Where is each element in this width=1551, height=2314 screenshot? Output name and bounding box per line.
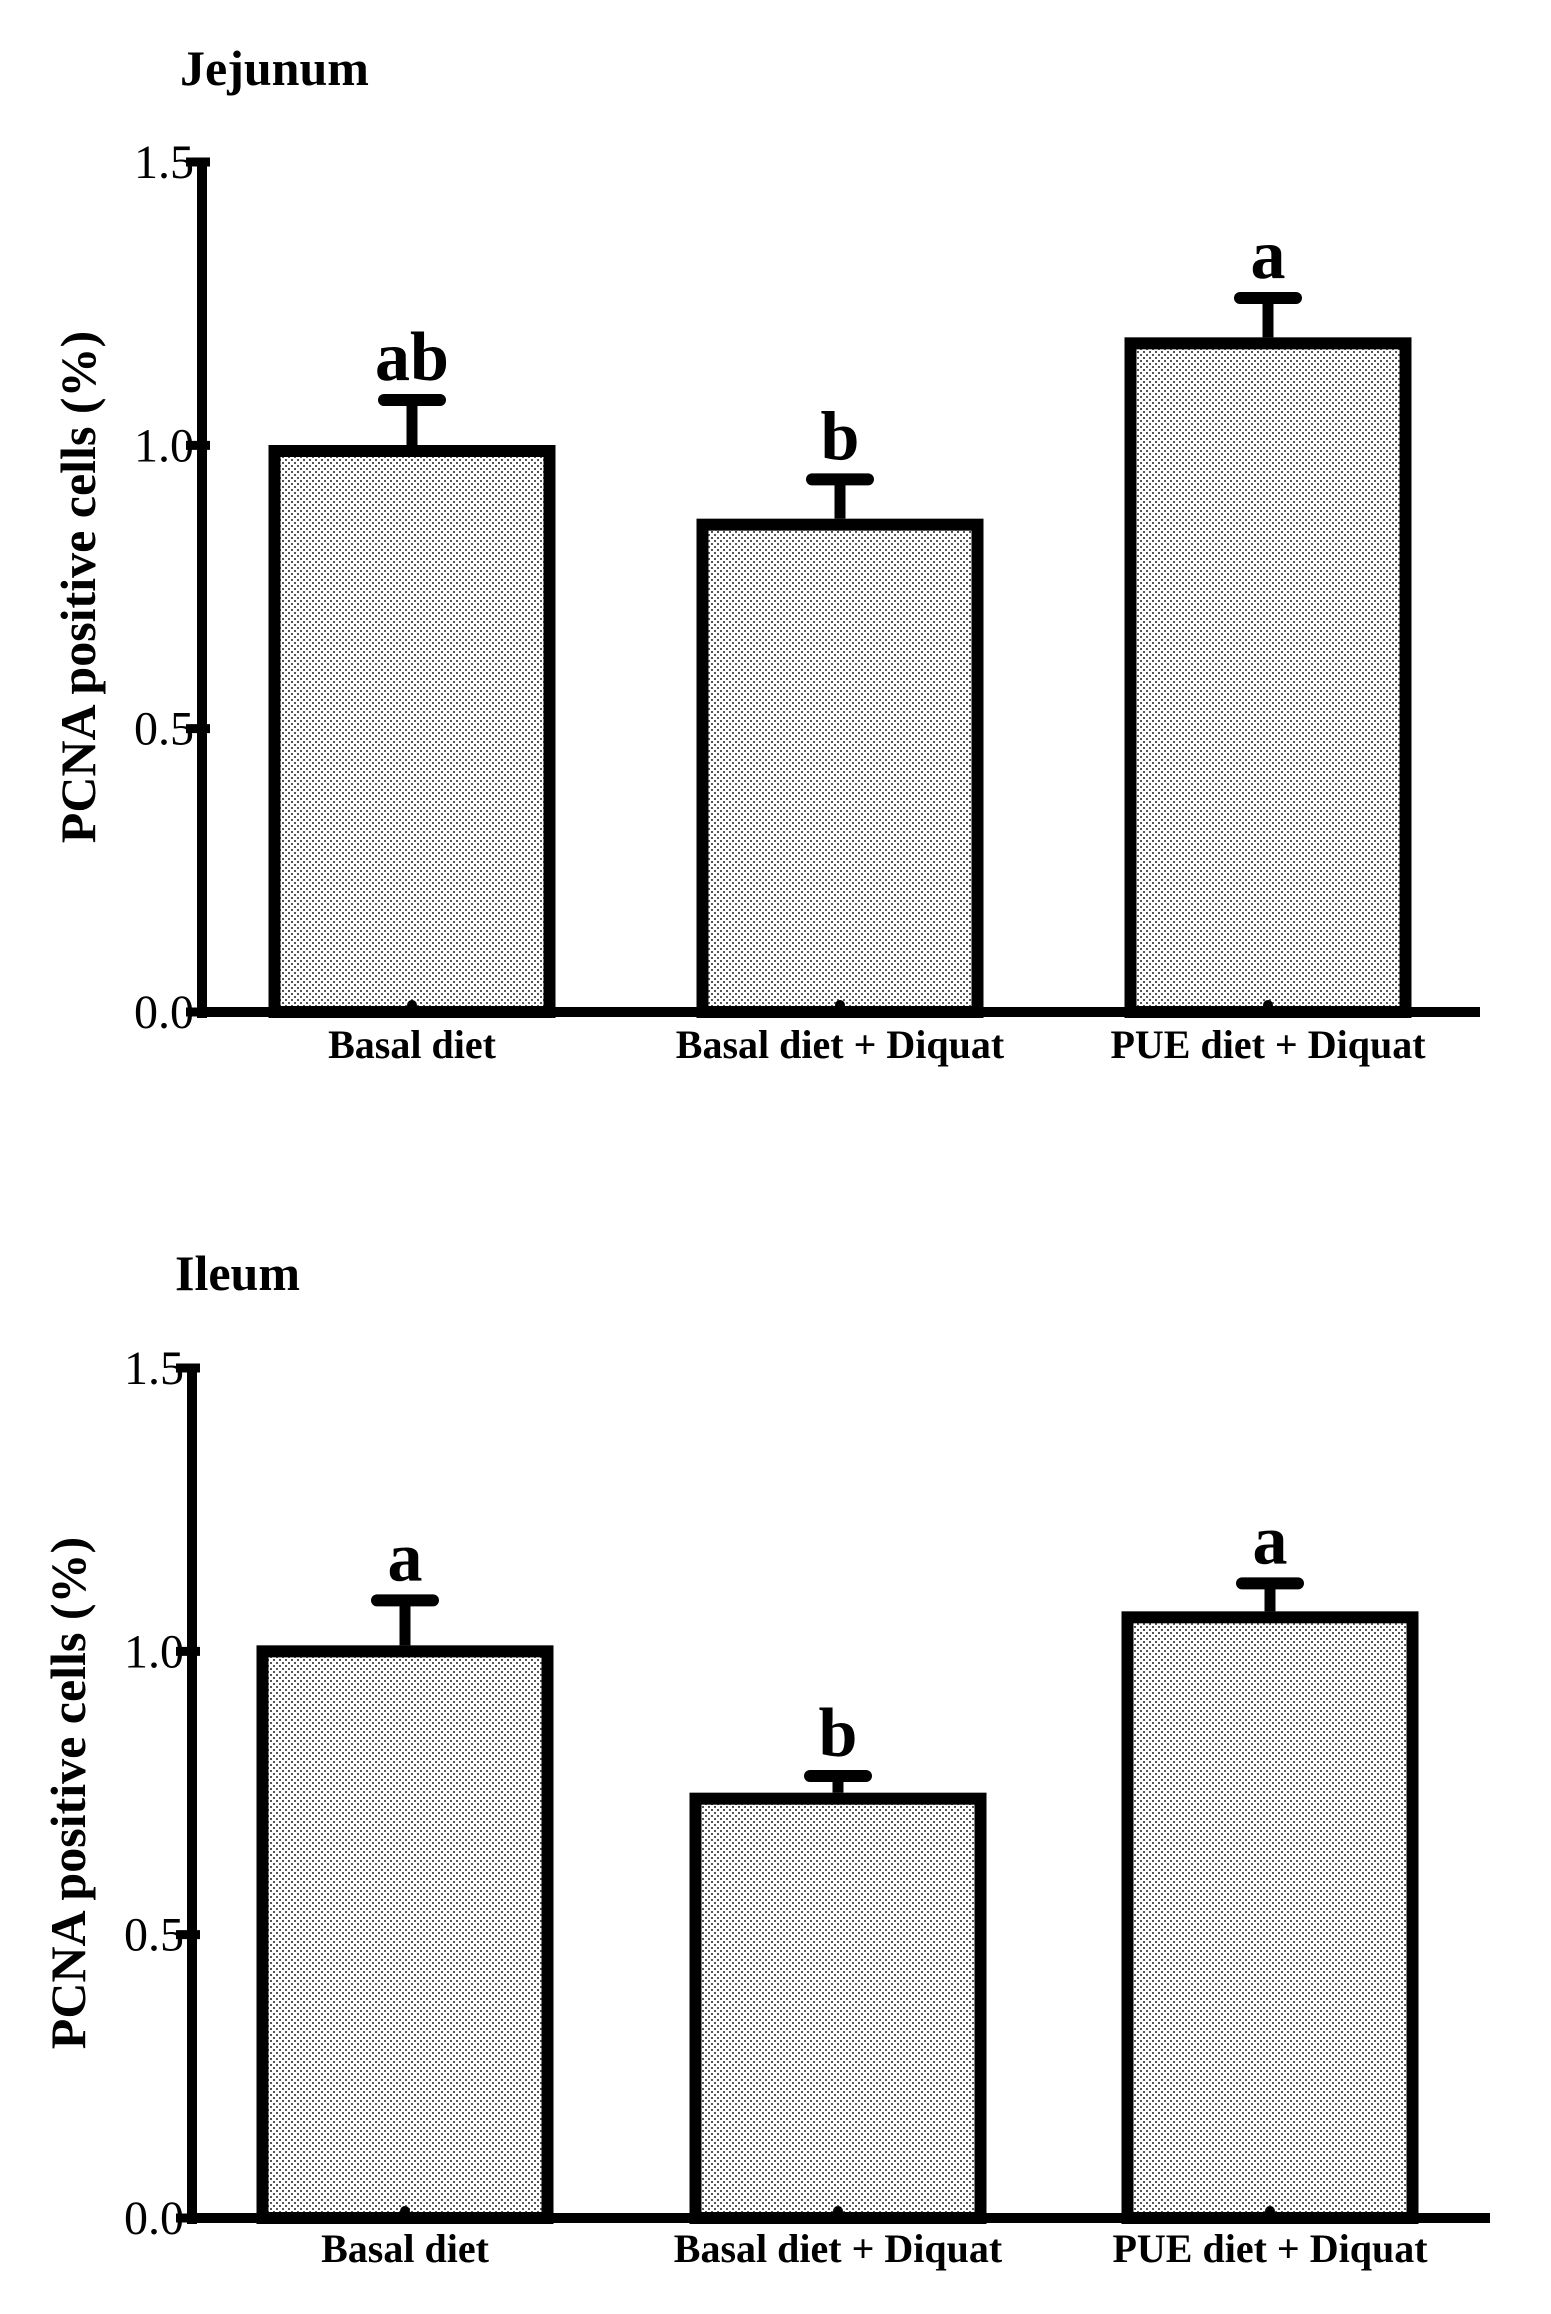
- bar: [256, 1645, 554, 2225]
- chart-panel-2: Ileum PCNA positive cells (%) a Basal diet b…: [40, 1245, 1490, 2271]
- bar: [1124, 337, 1412, 1019]
- y-tick-label: 1.5: [134, 136, 194, 189]
- significance-letter: ab: [375, 319, 449, 396]
- y-axis-label: PCNA positive cells (%): [50, 331, 106, 843]
- category-label: Basal diet: [321, 2226, 489, 2271]
- significance-letter: a: [388, 1519, 423, 1596]
- bar: [689, 1792, 987, 2224]
- category-label: Basal diet + Diquat: [674, 2226, 1003, 2271]
- bar: [268, 445, 556, 1018]
- bar: [696, 518, 984, 1019]
- chart-title: Ileum: [175, 1245, 300, 1301]
- category-label: PUE diet + Diquat: [1110, 1022, 1426, 1067]
- significance-letter: a: [1251, 217, 1286, 294]
- y-tick-label: 0.5: [124, 1909, 184, 1962]
- category-label: PUE diet + Diquat: [1112, 2226, 1428, 2271]
- y-tick-label: 0.5: [134, 703, 194, 756]
- significance-letter: a: [1253, 1502, 1288, 1579]
- bar: [1121, 1611, 1419, 2225]
- category-label: Basal diet: [328, 1022, 496, 1067]
- significance-letter: b: [819, 1695, 858, 1772]
- chart-title: Jejunum: [180, 40, 369, 96]
- y-tick-label: 0.0: [124, 2192, 184, 2245]
- category-label: Basal diet + Diquat: [676, 1022, 1005, 1067]
- y-tick-label: 1.0: [124, 1625, 184, 1678]
- y-tick-label: 1.0: [134, 419, 194, 472]
- y-axis-label: PCNA positive cells (%): [40, 1537, 96, 2049]
- y-tick-label: 1.5: [124, 1342, 184, 1395]
- significance-letter: b: [821, 398, 860, 475]
- y-tick-label: 0.0: [134, 986, 194, 1039]
